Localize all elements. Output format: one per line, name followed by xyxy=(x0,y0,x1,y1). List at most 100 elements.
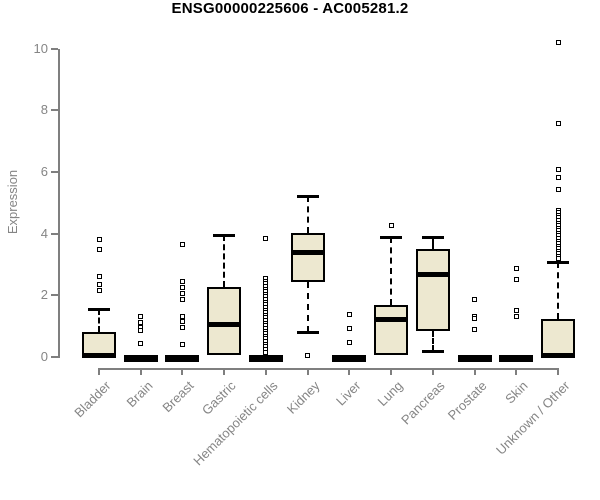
box-unknown-other xyxy=(541,318,576,357)
outlier-point xyxy=(138,314,144,320)
x-tick-mark xyxy=(348,368,351,375)
y-tick-label: 2 xyxy=(40,287,48,303)
upper-whisker xyxy=(557,261,560,319)
upper-whisker xyxy=(306,195,309,233)
y-tick-label: 6 xyxy=(40,163,48,179)
median-line xyxy=(499,354,534,360)
upper-whisker xyxy=(98,309,100,333)
outlier-point xyxy=(555,187,561,193)
upper-whisker xyxy=(390,236,393,305)
y-axis-line xyxy=(58,48,60,358)
outlier-point xyxy=(305,352,311,358)
outlier-point xyxy=(179,325,185,331)
outlier-point xyxy=(138,340,144,346)
chart-title: ENSG00000225606 - AC005281.2 xyxy=(171,0,409,17)
outlier-point xyxy=(179,342,185,348)
median-line xyxy=(374,317,409,323)
x-tick-mark xyxy=(98,368,100,375)
y-tick-mark xyxy=(51,47,58,50)
outlier-point xyxy=(555,256,561,262)
upper-whisker-cap xyxy=(296,194,319,198)
outlier-point xyxy=(555,39,561,45)
outlier-point xyxy=(513,265,519,271)
x-tick-mark xyxy=(306,368,309,375)
box-lung xyxy=(374,304,409,356)
y-tick-label: 0 xyxy=(40,349,48,364)
median-line xyxy=(457,354,492,360)
y-tick-mark xyxy=(51,232,58,235)
upper-whisker-cap xyxy=(88,308,110,312)
outlier-point xyxy=(96,246,102,252)
y-tick-mark xyxy=(51,109,58,112)
outlier-point xyxy=(179,285,185,291)
lower-whisker xyxy=(431,331,434,352)
median-line xyxy=(415,272,450,278)
outlier-point xyxy=(96,274,102,280)
upper-whisker xyxy=(223,234,226,287)
outlier-point xyxy=(138,328,144,334)
box-pancreas xyxy=(415,249,450,332)
y-tick-label: 8 xyxy=(40,102,48,118)
box-kidney xyxy=(290,232,325,283)
outlier-point xyxy=(179,278,185,284)
upper-whisker-cap xyxy=(547,260,570,264)
outlier-point xyxy=(179,314,185,320)
lower-whisker xyxy=(306,282,309,332)
outlier-point xyxy=(263,349,269,355)
outlier-point xyxy=(263,236,269,242)
upper-whisker xyxy=(431,236,434,250)
x-tick-mark xyxy=(557,368,560,375)
outlier-point xyxy=(555,121,561,127)
median-line xyxy=(248,354,283,360)
upper-whisker-cap xyxy=(213,233,236,237)
y-tick-label: 4 xyxy=(40,225,48,241)
outlier-point xyxy=(388,222,394,228)
upper-whisker-cap xyxy=(421,235,444,239)
upper-whisker-cap xyxy=(380,235,403,239)
outlier-point xyxy=(555,174,561,180)
x-tick-mark xyxy=(181,368,184,375)
outlier-point xyxy=(138,319,144,325)
y-tick-label: 10 xyxy=(33,40,48,56)
outlier-point xyxy=(513,277,519,283)
y-axis-label: Expression xyxy=(5,169,20,235)
outlier-point xyxy=(346,325,352,331)
x-tick-mark xyxy=(390,368,393,375)
lower-whisker-cap xyxy=(421,350,444,354)
x-tick-mark xyxy=(223,368,226,375)
median-line xyxy=(332,354,367,360)
outlier-point xyxy=(472,315,478,321)
x-tick-mark xyxy=(264,368,267,375)
outlier-point xyxy=(513,307,519,313)
x-axis-line xyxy=(98,368,560,370)
outlier-point xyxy=(472,326,478,332)
median-line xyxy=(165,354,200,360)
box-bladder xyxy=(82,332,116,357)
x-tick-mark xyxy=(431,368,434,375)
y-tick-mark xyxy=(51,356,58,358)
outlier-point xyxy=(96,282,102,287)
x-tick-mark xyxy=(139,368,142,375)
outlier-point xyxy=(179,241,185,247)
outlier-point xyxy=(96,288,102,294)
box-gastric xyxy=(207,286,242,355)
y-tick-mark xyxy=(51,294,58,297)
lower-whisker-cap xyxy=(296,331,319,334)
median-line xyxy=(290,249,325,255)
median-line xyxy=(82,352,116,358)
median-line xyxy=(207,322,242,328)
outlier-point xyxy=(513,314,519,320)
outlier-point xyxy=(179,291,185,297)
outlier-point xyxy=(346,312,352,318)
outlier-point xyxy=(555,167,561,173)
outlier-point xyxy=(96,237,102,243)
y-tick-mark xyxy=(51,170,58,173)
median-line xyxy=(541,352,576,358)
x-tick-mark xyxy=(515,368,518,375)
outlier-point xyxy=(179,297,185,303)
outlier-point xyxy=(346,339,352,345)
outlier-point xyxy=(179,319,185,325)
outlier-point xyxy=(472,297,478,303)
median-line xyxy=(123,354,158,360)
